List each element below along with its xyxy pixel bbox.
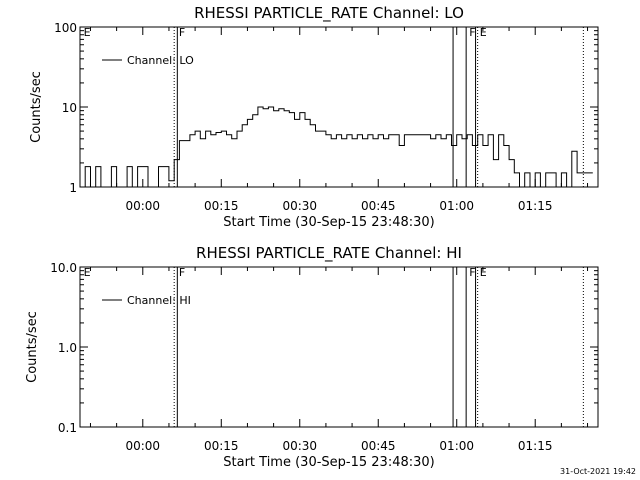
x-tick-label: 01:00 xyxy=(439,199,474,213)
flag-label: F xyxy=(469,266,475,279)
flag-label: E xyxy=(480,266,487,279)
x-tick-label: 00:15 xyxy=(204,199,239,213)
flag-label: E xyxy=(480,26,487,39)
y-axis-label: Counts/sec xyxy=(29,71,44,143)
x-tick-label: 00:00 xyxy=(125,439,160,453)
x-tick-label: 00:00 xyxy=(125,199,160,213)
series-line xyxy=(80,106,593,188)
legend-label: Channel: HI xyxy=(127,294,191,307)
y-axis-label: Counts/sec xyxy=(25,311,40,383)
plot-frame xyxy=(79,26,599,188)
flag-label: E xyxy=(84,26,91,39)
legend-label: Channel: LO xyxy=(127,54,194,67)
chart-title: RHESSI PARTICLE_RATE Channel: LO xyxy=(194,4,464,23)
x-tick-label: 01:15 xyxy=(518,199,553,213)
x-tick-label: 00:30 xyxy=(282,439,317,453)
y-tick-label: 0.1 xyxy=(58,421,77,435)
x-axis-label: Start Time (30-Sep-15 23:48:30) xyxy=(223,215,434,230)
timestamp: 31-Oct-2021 19:42 xyxy=(560,467,636,476)
y-tick-label: 1 xyxy=(69,181,77,195)
flag-label: E xyxy=(84,266,91,279)
x-tick-label: 00:45 xyxy=(361,439,396,453)
y-tick-label: 10 xyxy=(62,101,77,115)
x-tick-label: 00:30 xyxy=(282,199,317,213)
x-tick-label: 01:15 xyxy=(518,439,553,453)
hi-channel-panel: RHESSI PARTICLE_RATE Channel: HI Start Ti… xyxy=(25,244,599,470)
x-tick-label: 01:00 xyxy=(439,439,474,453)
lo-channel-panel: RHESSI PARTICLE_RATE Channel: LO Start Ti… xyxy=(29,4,599,230)
flag-label: F xyxy=(179,26,185,39)
x-axis-label: Start Time (30-Sep-15 23:48:30) xyxy=(223,455,434,470)
plot-frame xyxy=(79,266,599,428)
chart-title: RHESSI PARTICLE_RATE Channel: HI xyxy=(196,244,462,263)
flag-label: F xyxy=(179,266,185,279)
y-tick-label: 1.0 xyxy=(58,341,77,355)
y-tick-label: 100 xyxy=(54,21,77,35)
x-tick-label: 00:15 xyxy=(204,439,239,453)
flag-label: F xyxy=(469,26,475,39)
y-tick-label: 10.0 xyxy=(50,261,77,275)
x-tick-label: 00:45 xyxy=(361,199,396,213)
